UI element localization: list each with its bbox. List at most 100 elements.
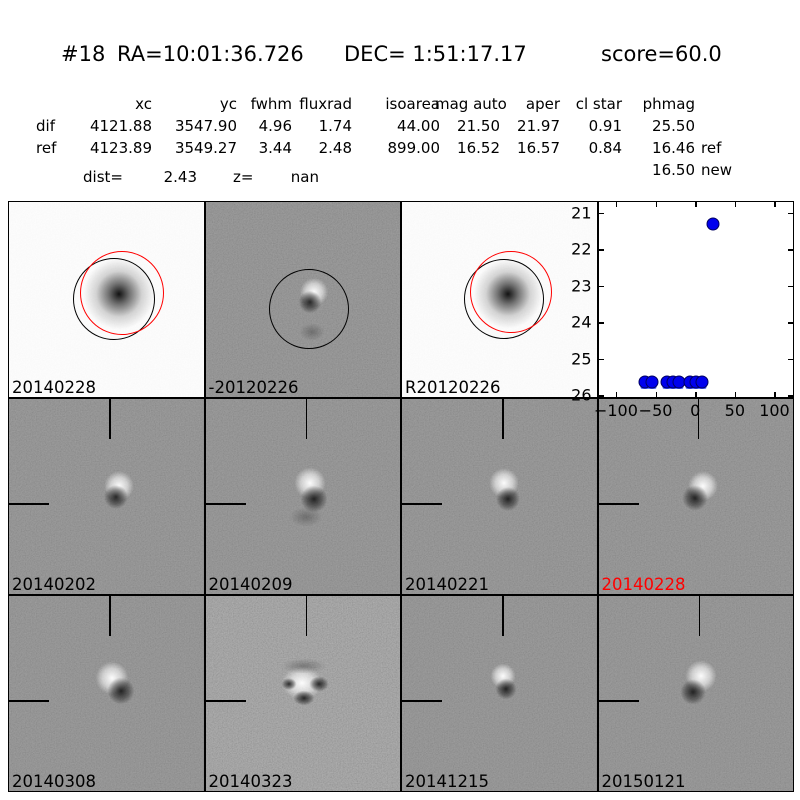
ra-coordinate: RA=10:01:36.726 — [117, 42, 304, 66]
crosshair-tick-top — [305, 596, 308, 636]
col-phmag: phmag — [642, 95, 695, 113]
stamp-date-label: -20120226 — [208, 378, 299, 397]
ref-phmag-suffix: ref — [701, 139, 722, 157]
data-point — [695, 375, 709, 389]
crosshair-tick-left — [9, 503, 49, 505]
dif-yc: 3547.90 — [174, 117, 237, 135]
ref-image-stamp: R20120226 — [401, 201, 598, 398]
table-row-phmag-new: 16.50 new — [0, 161, 800, 180]
y-axis-tick — [598, 212, 604, 215]
table-row-dif: dif 4121.88 3547.90 4.96 1.74 44.00 21.5… — [0, 117, 800, 136]
x-axis-tick — [615, 392, 618, 397]
y-axis-tick-label: 21 — [571, 203, 592, 223]
stamp-date-label: 20140221 — [405, 575, 489, 594]
diff-stamp-20140323: 20140323 — [204, 595, 401, 792]
col-isoarea: isoarea — [385, 95, 440, 113]
crosshair-tick-left — [598, 503, 639, 505]
table-header-row: xc yc fwhm fluxrad isoarea mag auto aper… — [0, 95, 800, 114]
ref-aper: 16.57 — [517, 139, 560, 157]
source-dark-blob — [305, 674, 332, 694]
source-dark-blob — [278, 676, 299, 692]
diff-stamp-20140202: 20140202 — [8, 398, 205, 595]
stamp-date-label: 20140323 — [208, 772, 293, 791]
source-dark-blob — [295, 481, 332, 517]
x-axis-tick — [774, 392, 776, 397]
score-value: score=60.0 — [601, 42, 722, 66]
y-axis-tick — [788, 395, 793, 397]
ref-yc: 3549.27 — [174, 139, 237, 157]
diff-stamp-20140221: 20140221 — [401, 398, 598, 595]
crosshair-tick-left — [9, 700, 49, 702]
ref-xc: 4123.89 — [89, 139, 152, 157]
source-dark-blob — [103, 673, 139, 709]
col-aper: aper — [525, 95, 560, 113]
dif-fwhm: 4.96 — [258, 117, 292, 135]
dist-label: dist= — [83, 168, 123, 186]
new-phmag: 16.50 — [652, 161, 695, 179]
aperture-circle-red — [470, 251, 552, 333]
y-axis-tick-label: 23 — [571, 276, 592, 296]
diff-stamp-20150121: 20150121 — [597, 595, 794, 792]
diff-stamp-20140209: 20140209 — [204, 398, 401, 595]
col-yc: yc — [219, 95, 237, 113]
diff-stamp-20140228-highlighted: 20140228 — [597, 398, 794, 595]
source-dark-blob — [677, 481, 712, 515]
dif-aper: 21.97 — [517, 117, 560, 135]
x-axis-tick — [734, 202, 737, 207]
stamp-date-label: 20140202 — [12, 575, 96, 594]
y-axis-tick — [788, 285, 793, 288]
x-axis-tick-label: −100 — [593, 401, 638, 420]
ref-cl-star: 0.84 — [588, 139, 622, 157]
stamp-date-label: 20150121 — [601, 772, 686, 791]
crosshair-tick-top — [305, 399, 308, 439]
crosshair-tick-left — [598, 700, 639, 702]
diff-image-stamp-2012: -20120226 — [204, 201, 401, 398]
dif-phmag: 25.50 — [652, 117, 695, 135]
col-cl-star: cl star — [575, 95, 622, 113]
row-label: ref — [36, 139, 57, 157]
x-axis-tick — [734, 392, 737, 397]
ref-mag-auto: 16.52 — [457, 139, 500, 157]
data-point — [645, 375, 659, 389]
x-axis-tick-label: 0 — [690, 401, 701, 420]
table-row-dist: dist= 2.43 z= nan — [0, 168, 800, 187]
crosshair-tick-top — [109, 596, 111, 636]
x-axis-tick — [695, 202, 697, 207]
stamp-date-label: 20140308 — [12, 772, 96, 791]
col-xc: xc — [135, 95, 152, 113]
y-axis-tick-label: 26 — [571, 385, 592, 405]
y-axis-tick — [598, 322, 604, 324]
new-image-stamp: 20140228 — [8, 201, 205, 398]
source-dark-blob — [492, 483, 524, 515]
stamp-date-label: 20141215 — [405, 772, 489, 791]
source-dark-blob — [492, 675, 520, 703]
x-axis-tick — [615, 202, 618, 207]
source-dark-blob — [289, 688, 318, 708]
x-axis-tick-label: 100 — [759, 401, 790, 420]
crosshair-tick-left — [205, 503, 246, 505]
source-dark-blob — [675, 675, 710, 709]
row-label: dif — [36, 117, 55, 135]
col-mag-auto: mag auto — [435, 95, 507, 113]
dif-cl-star: 0.91 — [588, 117, 622, 135]
stamp-date-label-highlighted: 20140228 — [601, 575, 686, 594]
y-axis-tick — [788, 212, 793, 215]
aperture-circle-red — [80, 251, 164, 335]
diff-stamp-20140308: 20140308 — [8, 595, 205, 792]
y-axis-tick — [788, 358, 793, 361]
ref-phmag: 16.46 — [652, 139, 695, 157]
crosshair-tick-left — [402, 503, 442, 505]
z-value: nan — [290, 168, 319, 186]
stamp-grid: 20140228 -20120226 R20120226 −100 −50 0 50 1… — [8, 201, 794, 792]
y-axis-tick — [598, 249, 604, 251]
y-axis-tick-label: 24 — [571, 312, 592, 332]
crosshair-tick-left — [402, 700, 442, 702]
lightcurve-plot: −100 −50 0 50 100 21 22 23 24 25 26 — [571, 202, 793, 420]
candidate-id: #18 — [61, 42, 106, 66]
residual-smudge — [283, 504, 328, 530]
dif-xc: 4121.88 — [89, 117, 152, 135]
stamp-date-label: 20140209 — [208, 575, 293, 594]
z-label: z= — [233, 168, 254, 186]
dist-value: 2.43 — [163, 168, 197, 186]
